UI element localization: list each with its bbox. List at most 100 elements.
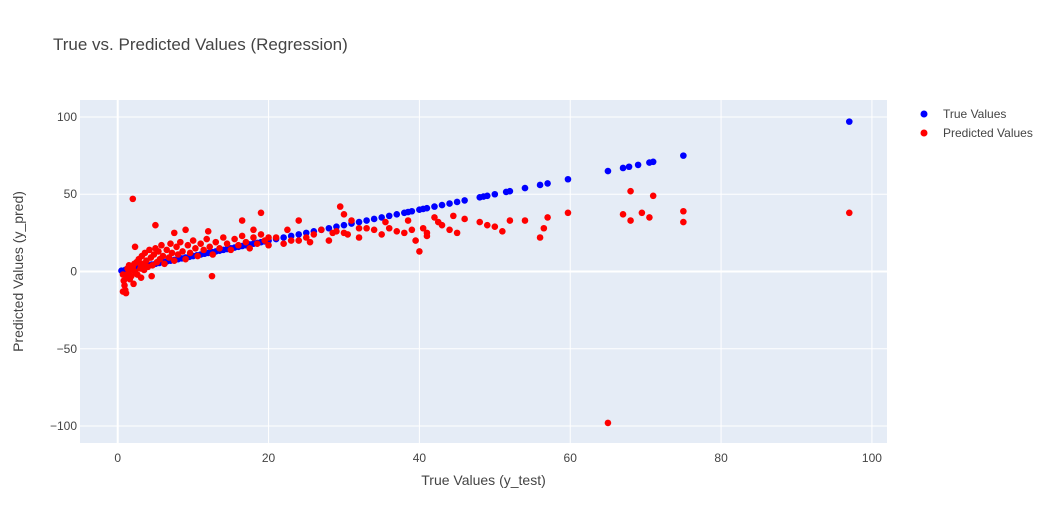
data-point-predicted-values xyxy=(127,272,135,280)
data-point-predicted-values xyxy=(348,217,355,224)
data-point-predicted-values xyxy=(257,209,265,217)
data-point-true-values xyxy=(363,217,370,224)
data-point-predicted-values xyxy=(476,218,484,226)
data-point-predicted-values xyxy=(355,234,363,241)
data-point-true-values xyxy=(845,118,853,125)
data-point-predicted-values xyxy=(161,260,168,268)
legend-item-predicted-values[interactable]: Predicted Values xyxy=(920,126,1033,140)
data-point-predicted-values xyxy=(137,274,145,281)
data-point-predicted-values xyxy=(194,252,201,260)
data-point-true-values xyxy=(280,234,287,241)
data-point-predicted-values xyxy=(506,217,514,224)
x-tick-label: 20 xyxy=(262,451,276,465)
data-point-predicted-values xyxy=(404,217,412,224)
data-point-predicted-values xyxy=(152,221,159,229)
data-point-predicted-values xyxy=(163,246,171,254)
data-point-predicted-values xyxy=(491,223,499,230)
data-point-predicted-values xyxy=(540,224,548,232)
data-point-predicted-values xyxy=(619,211,627,218)
x-axis-title: True Values (y_test) xyxy=(421,472,546,488)
data-point-predicted-values xyxy=(257,231,265,238)
legend-label-true-values: True Values xyxy=(943,107,1006,121)
data-point-predicted-values xyxy=(646,214,653,221)
data-point-true-values xyxy=(287,232,295,240)
data-point-predicted-values xyxy=(137,260,144,268)
chart-title: True vs. Predicted Values (Regression) xyxy=(53,35,348,54)
data-point-predicted-values xyxy=(393,228,401,235)
data-point-predicted-values xyxy=(148,272,155,280)
data-point-predicted-values xyxy=(680,218,687,226)
data-point-predicted-values xyxy=(177,238,184,246)
data-point-predicted-values xyxy=(453,229,461,237)
data-point-predicted-values xyxy=(382,218,389,226)
data-point-predicted-values xyxy=(302,234,310,241)
legend-label-predicted-values: Predicted Values xyxy=(943,126,1033,140)
y-tick-label: −100 xyxy=(50,419,77,433)
data-point-true-values xyxy=(453,198,461,206)
data-point-predicted-values xyxy=(845,209,853,217)
data-point-true-values xyxy=(446,200,453,207)
data-point-predicted-values xyxy=(182,255,189,263)
data-point-predicted-values xyxy=(209,251,217,258)
data-point-predicted-values xyxy=(129,195,137,203)
data-point-predicted-values xyxy=(385,224,393,232)
data-point-true-values xyxy=(431,203,438,210)
y-tick-label: 100 xyxy=(57,110,77,124)
data-point-true-values xyxy=(378,214,385,221)
data-point-predicted-values xyxy=(231,235,238,243)
legend[interactable]: True Values Predicted Values xyxy=(920,107,1033,140)
data-point-predicted-values xyxy=(184,241,192,249)
legend-item-true-values[interactable]: True Values xyxy=(920,107,1007,121)
data-point-predicted-values xyxy=(189,237,197,244)
data-point-predicted-values xyxy=(649,192,657,200)
data-point-predicted-values xyxy=(521,217,529,224)
data-point-predicted-values xyxy=(401,229,408,237)
legend-marker-predicted-values xyxy=(920,129,928,137)
data-point-true-values xyxy=(634,161,642,169)
data-point-predicted-values xyxy=(306,238,314,246)
data-point-true-values xyxy=(483,192,491,200)
data-point-predicted-values xyxy=(186,249,194,257)
data-point-predicted-values xyxy=(284,226,291,234)
data-point-predicted-values xyxy=(363,224,370,232)
data-point-predicted-values xyxy=(378,231,385,238)
x-tick-label: 0 xyxy=(114,451,121,465)
data-point-predicted-values xyxy=(483,221,491,229)
data-point-predicted-values xyxy=(250,234,257,241)
data-point-predicted-values xyxy=(564,209,572,217)
data-points xyxy=(118,118,853,427)
data-point-true-values xyxy=(619,164,627,172)
data-point-predicted-values xyxy=(438,221,446,229)
data-point-predicted-values xyxy=(119,288,127,295)
data-point-predicted-values xyxy=(461,215,468,223)
data-point-true-values xyxy=(564,175,572,183)
data-point-true-values xyxy=(544,180,551,187)
data-point-true-values xyxy=(536,181,544,189)
data-point-predicted-values xyxy=(253,240,261,247)
data-point-predicted-values xyxy=(168,249,176,257)
data-point-predicted-values xyxy=(680,207,687,215)
data-point-true-values xyxy=(302,229,310,237)
data-point-predicted-values xyxy=(238,217,246,224)
data-point-true-values xyxy=(649,158,657,166)
data-point-predicted-values xyxy=(265,241,272,249)
data-point-predicted-values xyxy=(431,214,438,221)
data-point-predicted-values xyxy=(192,245,199,252)
data-point-predicted-values xyxy=(370,226,378,234)
data-point-predicted-values xyxy=(325,237,333,244)
data-point-true-values xyxy=(423,204,431,212)
data-point-predicted-values xyxy=(265,234,272,241)
data-point-predicted-values xyxy=(536,234,544,241)
data-point-predicted-values xyxy=(310,231,318,238)
data-point-predicted-values xyxy=(423,232,431,240)
data-point-true-values xyxy=(295,231,303,238)
data-point-predicted-values xyxy=(182,226,189,234)
data-point-true-values xyxy=(521,184,529,192)
data-point-true-values xyxy=(408,207,416,215)
data-point-predicted-values xyxy=(197,240,204,247)
data-point-true-values xyxy=(340,221,348,229)
y-tick-label: 50 xyxy=(64,187,78,201)
data-point-predicted-values xyxy=(499,228,506,235)
data-point-true-values xyxy=(370,215,378,223)
